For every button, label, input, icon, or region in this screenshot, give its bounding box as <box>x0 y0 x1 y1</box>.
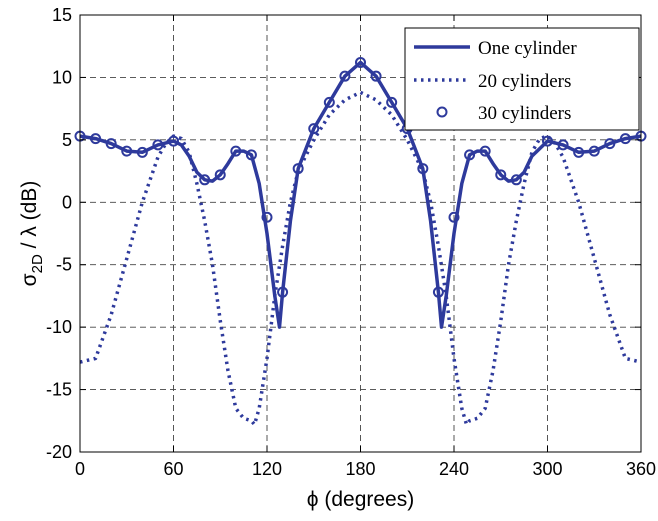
data-point-30-cylinders <box>152 139 164 151</box>
data-point-30-cylinders <box>261 211 273 223</box>
legend: One cylinder 20 cylinders 30 cylinders <box>404 27 640 131</box>
y-tick-label: 0 <box>62 192 72 212</box>
x-tick-label: 120 <box>252 459 282 479</box>
data-point-30-cylinders <box>339 70 351 82</box>
x-tick-label: 360 <box>626 459 656 479</box>
data-point-30-cylinders <box>464 149 476 161</box>
x-tick-label: 0 <box>75 459 85 479</box>
data-point-30-cylinders <box>136 146 148 158</box>
x-axis-title: ϕ (degrees) <box>307 488 414 511</box>
x-tick-label: 300 <box>532 459 562 479</box>
y-axis-title-subscript: 2D <box>29 254 46 273</box>
x-tick-label: 240 <box>439 459 469 479</box>
y-tick-label: 15 <box>52 5 72 25</box>
data-point-30-cylinders <box>323 96 335 108</box>
y-tick-label: -10 <box>46 317 72 337</box>
data-point-30-cylinders <box>510 174 522 186</box>
y-axis-title: σ2D / λ (dB) <box>18 181 46 287</box>
data-point-30-cylinders <box>588 145 600 157</box>
data-point-30-cylinders <box>245 149 257 161</box>
y-tick-label: -15 <box>46 380 72 400</box>
data-point-30-cylinders <box>308 123 320 135</box>
data-point-30-cylinders <box>199 174 211 186</box>
data-point-30-cylinders <box>121 145 133 157</box>
data-point-30-cylinders <box>479 145 491 157</box>
legend-label-30-cylinders: 30 cylinders <box>478 103 571 124</box>
data-point-30-cylinders <box>214 169 226 181</box>
legend-marker-30-cylinders <box>436 106 448 118</box>
data-point-30-cylinders <box>277 286 289 298</box>
data-point-30-cylinders <box>230 145 242 157</box>
y-tick-label: -20 <box>46 442 72 462</box>
data-point-30-cylinders <box>619 133 631 145</box>
legend-label-one-cylinder: One cylinder <box>478 38 577 59</box>
data-point-30-cylinders <box>448 211 460 223</box>
data-point-30-cylinders <box>90 133 102 145</box>
data-point-30-cylinders <box>573 146 585 158</box>
legend-label-20-cylinders: 20 cylinders <box>478 71 571 92</box>
data-point-30-cylinders <box>370 70 382 82</box>
x-tick-label: 60 <box>163 459 183 479</box>
y-axis-title-symbol: σ <box>18 273 41 286</box>
data-point-30-cylinders <box>168 135 179 147</box>
y-tick-label: 10 <box>52 67 72 87</box>
data-point-30-cylinders <box>542 135 553 147</box>
series-line-one-cylinder <box>79 60 642 329</box>
data-point-30-cylinders <box>417 163 429 175</box>
data-point-30-cylinders <box>292 163 304 175</box>
y-tick-label: -5 <box>56 255 72 275</box>
data-point-30-cylinders <box>604 138 616 150</box>
data-point-30-cylinders <box>557 139 569 151</box>
series-line-20-cylinders <box>79 90 642 427</box>
data-point-30-cylinders <box>355 56 366 68</box>
data-point-30-cylinders <box>495 169 507 181</box>
y-tick-label: 5 <box>62 130 72 150</box>
x-tick-label: 180 <box>345 459 375 479</box>
y-axis-title-rest: / λ (dB) <box>18 181 41 255</box>
ticks: 0 60 120 180 240 300 360 -20 -15 -10 -5 0 5 10 15 <box>46 5 656 479</box>
data-point-30-cylinders <box>386 96 398 108</box>
data-point-30-cylinders <box>105 138 117 150</box>
data-point-30-cylinders <box>432 286 444 298</box>
